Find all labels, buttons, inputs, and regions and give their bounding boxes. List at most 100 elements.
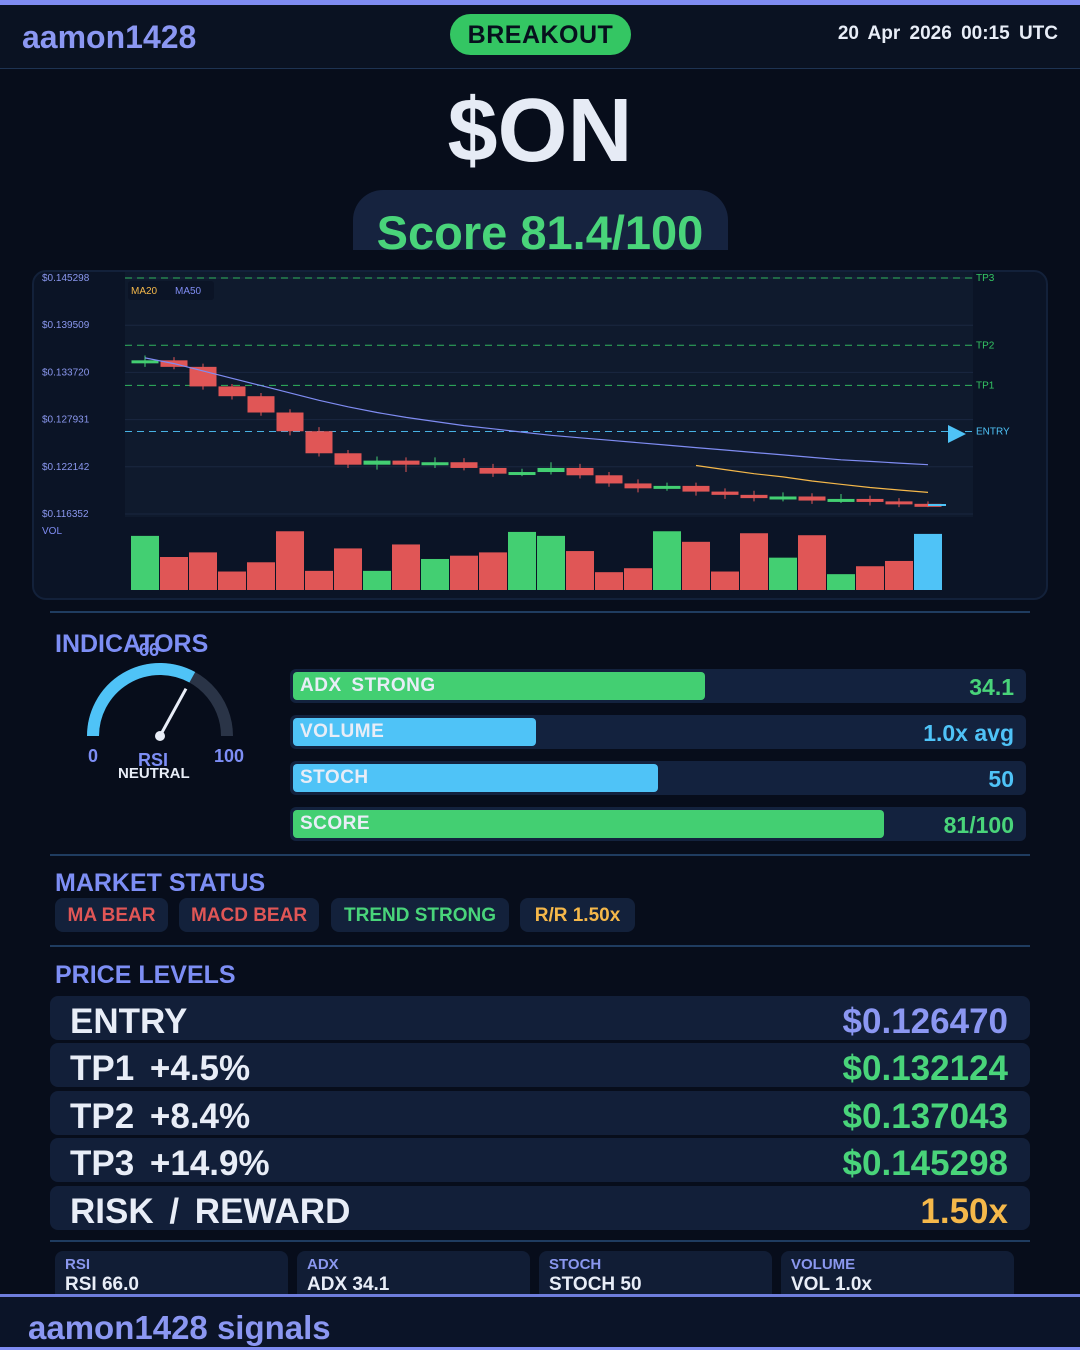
status-chip-macd: MACD BEAR: [179, 898, 319, 932]
volume-bar: VOLUME 1.0x avg: [290, 715, 1026, 749]
level-name: TP1 +4.5%: [70, 1049, 251, 1088]
level-value: $0.137043: [842, 1097, 1008, 1136]
stat-value: VOL 1.0x: [791, 1274, 872, 1295]
volume-bar: [769, 557, 797, 590]
gauge-max-label: 100: [214, 746, 245, 766]
volume-bar: [276, 531, 304, 590]
volume-bar: [653, 531, 681, 590]
candle-body: [653, 485, 681, 489]
ma-legend: [128, 281, 214, 300]
divider: [50, 611, 1030, 613]
level-value: 1.50x: [920, 1192, 1008, 1231]
candle-body: [189, 366, 217, 387]
bar-label: ADX STRONG: [300, 675, 436, 696]
volume-bar: [595, 572, 623, 590]
volume-bar: [334, 548, 362, 590]
y-tick-label: $0.122142: [42, 462, 90, 473]
volume-bar: [218, 571, 246, 590]
bottom-accent-line: [0, 1347, 1080, 1350]
candle-body: [595, 475, 623, 484]
level-label-tp1: TP1: [976, 380, 995, 391]
level-row-tp2: TP2 +8.4% $0.137043: [50, 1091, 1030, 1136]
stat-value: STOCH 50: [549, 1274, 642, 1295]
candle-body: [131, 360, 159, 364]
bar-value: 81/100: [943, 812, 1014, 838]
level-name: ENTRY: [70, 1002, 188, 1041]
candle-body: [305, 431, 333, 454]
volume-bar: [479, 552, 507, 590]
stat-value: RSI 66.0: [65, 1274, 139, 1295]
stat-label: STOCH: [549, 1256, 602, 1273]
level-value: $0.126470: [842, 1002, 1008, 1041]
candle-body: [856, 498, 884, 502]
legend-ma20: MA20: [131, 286, 158, 297]
rsi-gauge: [87, 663, 233, 741]
volume-bar: [740, 533, 768, 590]
level-row-tp3: TP3 +14.9% $0.145298: [50, 1138, 1030, 1183]
divider: [50, 945, 1030, 947]
candle-body: [566, 467, 594, 476]
volume-bar: [131, 535, 159, 590]
timestamp: 20 Apr 2026 00:15 UTC: [837, 23, 1058, 44]
volume-bar: [363, 570, 391, 590]
price-chart: TP3 TP2 TP1 ENTRY $0.145298 $0.139509 $0.1337…: [42, 272, 1010, 590]
status-chip-rr: R/R 1.50x: [520, 898, 635, 932]
candle-body: [537, 467, 565, 473]
level-row-entry: ENTRY $0.126470: [50, 996, 1030, 1041]
candle-body: [392, 460, 420, 465]
candle-body: [363, 460, 391, 465]
price-levels-title: PRICE LEVELS: [55, 961, 236, 989]
top-accent-line: [0, 0, 1080, 5]
level-row-tp1: TP1 +4.5% $0.132124: [50, 1043, 1030, 1088]
score-text: Score 81.4/100: [376, 206, 704, 259]
candle-body: [827, 498, 855, 502]
divider: [50, 854, 1030, 856]
bar-fill: [293, 810, 885, 838]
status-chip-ma: MA BEAR: [55, 898, 168, 932]
stat-label: VOLUME: [791, 1256, 856, 1273]
candle-body: [682, 485, 710, 492]
bar-fill: [293, 764, 658, 792]
level-row-risk-reward: RISK / REWARD 1.50x: [50, 1186, 1030, 1231]
volume-bar: [682, 541, 710, 590]
volume-bar: [508, 531, 536, 590]
signal-badge: BREAKOUT: [450, 14, 631, 55]
level-label-tp2: TP2: [976, 340, 995, 351]
bar-label: VOLUME: [300, 721, 385, 742]
volume-bar: [305, 570, 333, 590]
bar-label: SCORE: [300, 813, 371, 834]
level-label-entry: ENTRY: [976, 427, 1010, 438]
y-tick-label: $0.145298: [42, 273, 90, 284]
gauge-fill: [87, 663, 196, 737]
y-tick-label: $0.127931: [42, 415, 90, 426]
ma20-line: [695, 464, 929, 493]
y-tick-label: $0.139509: [42, 320, 90, 331]
candle-body: [479, 467, 507, 474]
volume-bar: [624, 568, 652, 590]
brand-name: aamon1428: [22, 19, 197, 55]
score-pill: [353, 190, 728, 250]
candle-body: [624, 483, 652, 489]
volume-bar: [914, 533, 942, 590]
bar-value: 34.1: [969, 674, 1014, 700]
rsi-value-label: 66: [139, 640, 160, 660]
bar-value: 1.0x avg: [923, 720, 1014, 746]
volume-bar: [798, 535, 826, 590]
candle-body: [798, 496, 826, 501]
volume-bar: [885, 560, 913, 590]
y-tick-label: $0.116352: [42, 509, 89, 520]
ma50-line: [144, 357, 929, 466]
bar-fill: [293, 718, 537, 746]
bar-label: STOCH: [300, 767, 369, 788]
plot-area: [125, 272, 973, 517]
volume-bar: [189, 552, 217, 590]
volume-bar: [421, 558, 449, 590]
legend-ma50: MA50: [175, 286, 202, 297]
gauge-needle: [158, 687, 188, 737]
gauge-rsi-label: RSI: [138, 750, 169, 770]
level-name: RISK / REWARD: [70, 1192, 351, 1231]
gauge-min-label: 0: [88, 746, 99, 766]
footer: aamon1428 signals: [0, 1294, 1080, 1350]
ticker-symbol: $ON: [447, 81, 633, 181]
score-bar: SCORE 81/100: [290, 807, 1026, 841]
